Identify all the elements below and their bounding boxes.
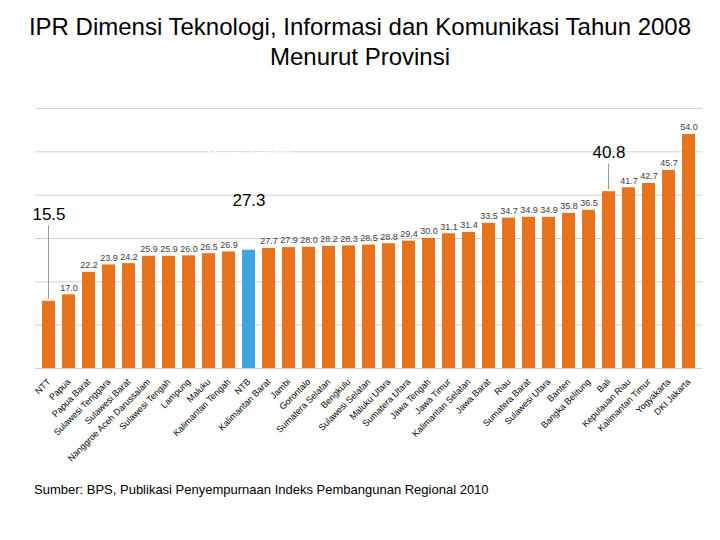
svg-text:31.4: 31.4 — [460, 220, 478, 230]
svg-text:Nanggroe Aceh Darussalam: Nanggroe Aceh Darussalam — [66, 377, 153, 464]
svg-text:34.9: 34.9 — [520, 205, 538, 215]
svg-text:Jambi: Jambi — [268, 376, 293, 401]
svg-text:Sulawesi Tengah: Sulawesi Tengah — [117, 376, 173, 432]
svg-text:45.7: 45.7 — [660, 158, 678, 168]
svg-text:54.0: 54.0 — [680, 122, 698, 132]
svg-text:17.0: 17.0 — [60, 283, 78, 293]
svg-text:Sumatera Utara: Sumatera Utara — [360, 376, 413, 429]
svg-text:27.7: 27.7 — [260, 236, 278, 246]
svg-text:Lampung: Lampung — [158, 376, 193, 411]
svg-text:Papua: Papua — [47, 376, 73, 403]
svg-text:25.9: 25.9 — [160, 244, 178, 254]
svg-text:26.9: 26.9 — [220, 240, 238, 250]
svg-text:25.9: 25.9 — [140, 244, 158, 254]
svg-text:Yogyakarta: Yogyakarta — [633, 376, 673, 416]
svg-text:42.7: 42.7 — [640, 171, 658, 181]
svg-text:Maluku Utara: Maluku Utara — [347, 376, 393, 422]
svg-text:DKI Jakarta: DKI Jakarta — [652, 377, 692, 417]
svg-text:36.5: 36.5 — [580, 198, 598, 208]
svg-text:29.4: 29.4 — [400, 229, 418, 239]
svg-text:28.2: 28.2 — [320, 234, 338, 244]
svg-text:28.3: 28.3 — [340, 234, 358, 244]
svg-text:22.2: 22.2 — [80, 260, 98, 270]
svg-text:Kepulauan Riau: Kepulauan Riau — [580, 376, 633, 430]
svg-text:28.5: 28.5 — [360, 233, 378, 243]
svg-text:Kalimantan Tengah: Kalimantan Tengah — [171, 376, 233, 439]
svg-text:15.5: 15.5 — [32, 205, 65, 224]
svg-text:24.2: 24.2 — [120, 252, 138, 262]
svg-text:34.7: 34.7 — [500, 206, 518, 216]
html-text:IPR Dimensi Teknologi, Informa: IPR Dimensi Teknologi, Informasi dan Kom… — [28, 13, 692, 70]
svg-text:NTB: NTB — [232, 376, 253, 397]
svg-text:Jawa Timur: Jawa Timur — [412, 376, 453, 417]
svg-text:31.1: 31.1 — [440, 222, 458, 232]
svg-text:Sulawesi Utara: Sulawesi Utara — [502, 376, 553, 427]
svg-text:Papua Barat: Papua Barat — [50, 376, 93, 420]
svg-text:34.9: 34.9 — [540, 205, 558, 215]
svg-text:26.5: 26.5 — [200, 242, 218, 252]
svg-text:Sumatera Selatan: Sumatera Selatan — [274, 376, 333, 435]
svg-text:Riau: Riau — [492, 376, 513, 397]
svg-text:Sulawesi Tenggara: Sulawesi Tenggara — [51, 376, 113, 438]
svg-text:Jawa Tengah: Jawa Tengah — [388, 376, 433, 422]
svg-text:40.8: 40.8 — [592, 143, 625, 162]
svg-text:Bali: Bali — [594, 376, 613, 395]
svg-text:Peringkat 23: Peringkat 23 — [207, 146, 291, 163]
svg-text:26.0: 26.0 — [180, 244, 198, 254]
svg-text:Maluku: Maluku — [184, 376, 213, 405]
svg-text:NTT: NTT — [33, 376, 53, 397]
svg-text:28.8: 28.8 — [380, 232, 398, 242]
svg-text:Banten: Banten — [545, 376, 573, 404]
svg-text:35.8: 35.8 — [560, 201, 578, 211]
svg-text:Bengkulu: Bengkulu — [318, 376, 353, 411]
svg-text:Gorontalo: Gorontalo — [277, 376, 313, 412]
svg-text:27.3: 27.3 — [232, 191, 265, 210]
svg-text:Kalimantan Selatan: Kalimantan Selatan — [410, 376, 473, 439]
svg-text:Sulawesi Barat: Sulawesi Barat — [82, 376, 133, 427]
svg-text:Sumatera Barat: Sumatera Barat — [480, 376, 533, 429]
svg-text:Kalimantan Barat: Kalimantan Barat — [217, 376, 273, 432]
svg-text:Kalimantan Timur: Kalimantan Timur — [595, 376, 653, 434]
svg-text:41.7: 41.7 — [620, 176, 638, 186]
svg-text:Sulawesi Selatan: Sulawesi Selatan — [316, 376, 373, 433]
svg-text:27.9: 27.9 — [280, 235, 298, 245]
svg-text:23.9: 23.9 — [100, 253, 118, 263]
svg-text:28.0: 28.0 — [300, 235, 318, 245]
svg-text:Jawa Barat: Jawa Barat — [454, 376, 493, 415]
svg-text:Bangka Belitung: Bangka Belitung — [539, 376, 593, 431]
svg-text:33.5: 33.5 — [480, 211, 498, 221]
svg-text:30.0: 30.0 — [420, 226, 438, 236]
html-text:Sumber: BPS, Publikasi Penyemp: Sumber: BPS, Publikasi Penyempurnaan Ind… — [34, 482, 489, 497]
